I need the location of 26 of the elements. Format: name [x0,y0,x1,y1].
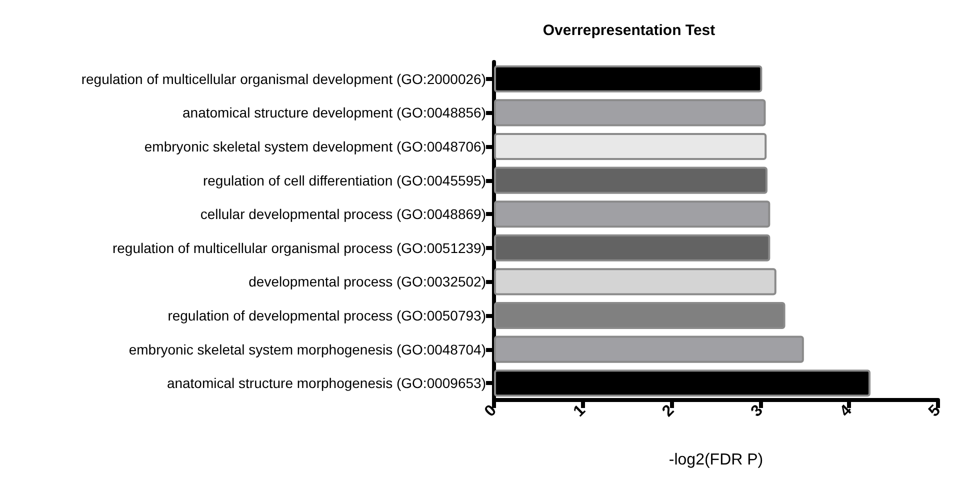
bar [494,166,768,194]
x-tick-label: 4 [836,402,856,420]
bar [494,336,804,363]
y-tick-label: regulation of cell differentiation (GO:0045595) [202,172,486,188]
x-axis-title: -log2(FDR P) [668,452,764,468]
y-tick-label: developmental process (GO:0032502) [248,274,486,290]
y-tick-label: anatomical structure morphogenesis (GO:0009653) [166,375,486,392]
y-tick-label: regulation of developmental process (GO:0050793) [168,308,486,324]
x-tick-label: 3 [748,402,766,420]
x-tick-label: 1 [570,402,589,420]
bar [494,234,770,262]
x-tick-label: 0 [482,402,500,420]
bar [494,132,767,160]
y-tick-label: embryonic skeletal system development (GO:0048706) [144,138,486,154]
bar [494,268,776,296]
y-tick-label: regulation of multicellular organismal process (GO:0051239) [112,240,486,256]
y-tick-label: anatomical structure development (GO:0048856) [182,104,486,121]
x-tick-label: 2 [659,402,678,420]
bar [494,302,786,330]
y-tick-label: embryonic skeletal system morphogenesis (GO:0048704) [128,341,486,358]
y-tick-label: regulation of multicellular organismal development (GO:2000026) [81,70,486,87]
bar [494,200,770,228]
y-tick-label: cellular developmental process (GO:0048869) [200,206,486,222]
x-tick-label: 5 [926,402,944,420]
chart-title: Overrepresentation Test [542,22,716,39]
bar [494,99,766,126]
